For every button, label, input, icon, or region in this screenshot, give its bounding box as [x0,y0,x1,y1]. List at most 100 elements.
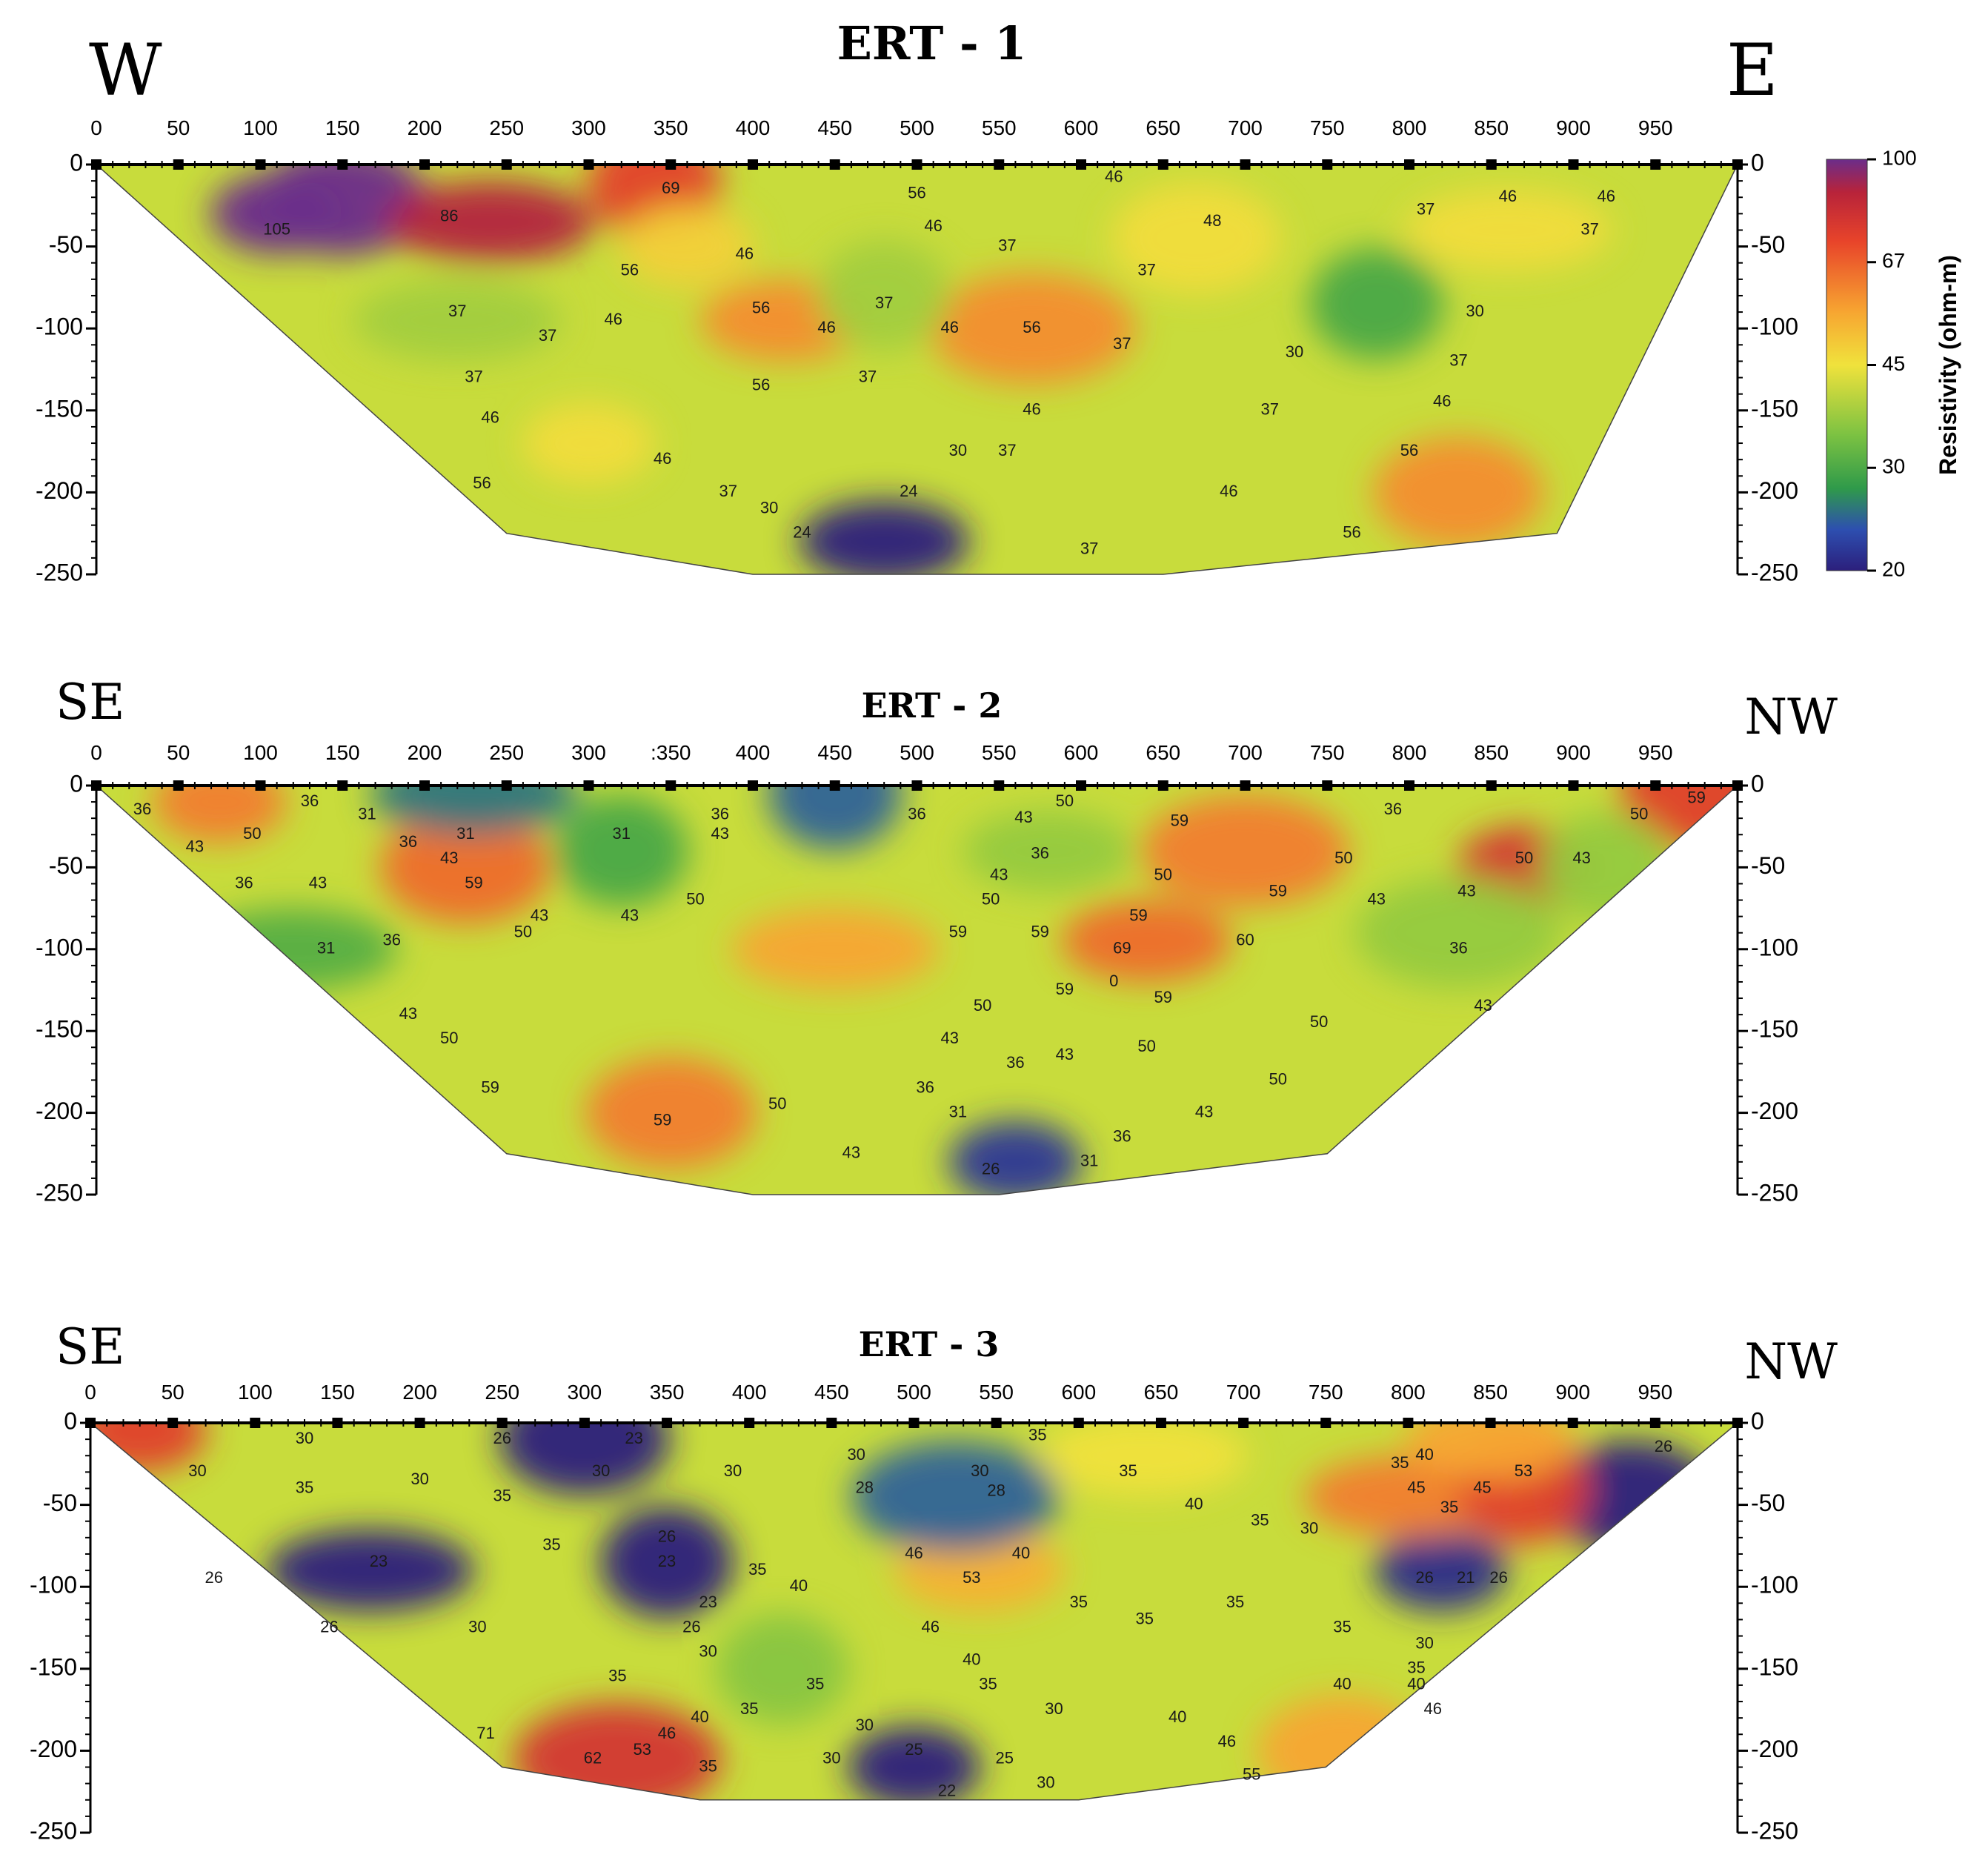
contour-label: 43 [1056,1045,1074,1063]
contour-label: 40 [963,1650,980,1669]
x-tick-label: 500 [900,741,934,764]
y-tick-label-left: -50 [43,1490,77,1516]
y-tick-label-right: -50 [1751,1490,1785,1516]
resistivity-anomaly [266,1530,474,1612]
contour-label: 40 [1012,1544,1030,1562]
contour-label: 36 [1449,939,1467,957]
y-tick-label-right: -150 [1751,1016,1798,1043]
x-tick-label: 0 [84,1381,96,1404]
x-tick-label: 200 [408,116,442,139]
resistivity-anomaly [1257,1695,1428,1800]
resistivity-anomaly [386,181,594,263]
contour-label: 43 [440,849,458,867]
contour-label: 26 [682,1617,700,1636]
contour-label: 35 [699,1756,717,1775]
x-tick-label: 550 [982,116,1017,139]
contour-label: 30 [856,1716,874,1734]
resistivity-anomaly [948,1121,1083,1195]
resistivity-section [96,786,1738,1195]
y-tick-label-left: -200 [36,477,83,504]
y-tick-label-right: 0 [1751,770,1764,797]
contour-label: 35 [740,1699,758,1718]
contour-label: 28 [856,1478,874,1496]
contour-label: 31 [613,824,631,843]
x-tick-label: 150 [325,741,360,764]
x-tick-label: 850 [1473,1381,1508,1404]
contour-label: 36 [133,800,151,818]
contour-label: 26 [493,1429,511,1447]
contour-label: 53 [963,1568,980,1587]
colorbar-tick-label: 100 [1882,146,1917,169]
contour-label: 48 [1203,211,1221,230]
contour-label: 21 [1457,1568,1475,1587]
contour-label: 59 [1154,988,1172,1006]
x-tick-label: 400 [736,741,771,764]
resistivity-anomaly [1354,877,1563,989]
contour-label: 28 [987,1481,1005,1500]
x-tick-label: 250 [489,116,524,139]
y-tick-label-right: -50 [1751,852,1785,879]
y-tick-label-right: -250 [1751,559,1798,585]
contour-label: 50 [1056,791,1074,810]
contour-label: 30 [592,1461,610,1480]
resistivity-anomaly [522,402,656,485]
contour-label: 43 [1474,996,1492,1015]
y-tick-label-left: -100 [36,934,83,960]
resistivity-anomaly [585,1057,757,1169]
contour-label: 50 [1269,1069,1287,1088]
x-tick-label: 650 [1146,116,1180,139]
contour-label: 43 [842,1143,860,1162]
panel-title: ERT - 2 [862,685,1003,726]
x-tick-label: 900 [1555,1381,1590,1404]
contour-label: 59 [481,1078,499,1096]
y-tick-label-right: -200 [1751,477,1798,504]
resistivity-anomaly [380,811,551,923]
contour-label: 30 [1415,1633,1433,1652]
colorbar-tick-label: 67 [1882,249,1905,272]
y-tick-label-right: -100 [1751,934,1798,960]
contour-label: 23 [658,1552,676,1570]
contour-label: 50 [974,996,991,1015]
direction-label-left: SE [56,674,124,731]
contour-label: 55 [1243,1765,1260,1783]
x-tick-label: 850 [1474,741,1509,764]
colorbar-gradient [1826,159,1868,571]
x-tick-label: 850 [1474,116,1509,139]
resistivity-anomaly [153,786,287,843]
resistivity-anomaly [156,436,365,548]
x-tick-label: 200 [408,741,442,764]
y-tick-label-right: -250 [1751,1817,1798,1844]
x-tick-label: 800 [1391,1381,1426,1404]
contour-label: 35 [493,1486,511,1504]
y-tick-label-right: -200 [1751,1098,1798,1124]
x-tick-label: 950 [1638,1381,1672,1404]
x-tick-label: :350 [651,741,691,764]
contour-label: 23 [370,1552,388,1570]
contour-label: 71 [476,1724,494,1742]
resistivity-anomaly [799,500,970,574]
resistivity-anomaly [715,1613,849,1724]
contour-label: 25 [905,1740,922,1759]
resistivity-section [96,165,1738,574]
contour-label: 40 [1415,1445,1433,1464]
contour-label: 50 [1137,1037,1155,1055]
contour-label: 35 [1391,1453,1409,1472]
contour-label: 46 [1023,400,1040,419]
colorbar: 100 67 45 30 20 Resistivity (ohm-m) [1826,146,1961,580]
contour-label: 46 [1218,1732,1236,1750]
contour-label: 59 [1171,811,1189,829]
contour-label: 31 [317,939,335,957]
contour-label: 30 [1466,302,1483,320]
x-tick-label: 800 [1392,116,1427,139]
contour-label: 40 [1407,1675,1425,1693]
x-tick-label: 100 [243,741,278,764]
contour-label: 35 [542,1536,560,1554]
colorbar-title: Resistivity (ohm-m) [1935,255,1961,475]
x-tick-label: 250 [489,741,524,764]
contour-label: 43 [621,906,639,924]
contour-label: 35 [979,1675,997,1693]
contour-label: 46 [654,449,671,468]
contour-label: 50 [1310,1012,1328,1031]
contour-label: 36 [1113,1127,1131,1146]
y-tick-label-right: -100 [1751,1572,1798,1599]
